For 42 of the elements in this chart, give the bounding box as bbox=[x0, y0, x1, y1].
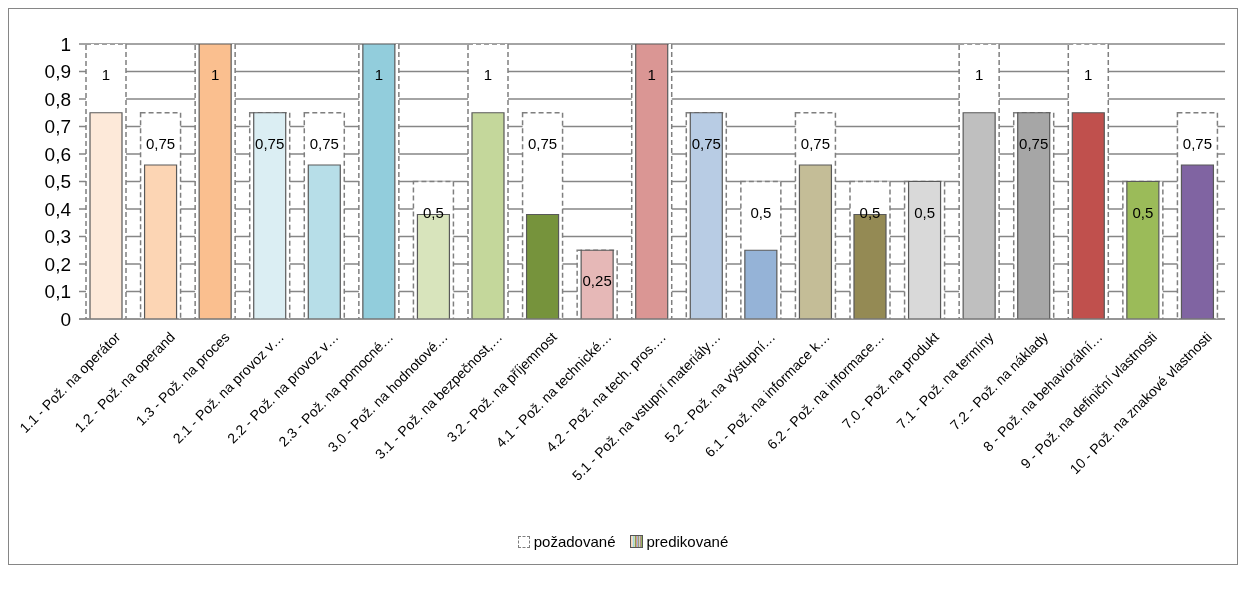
data-label: 1 bbox=[974, 66, 984, 83]
data-label: 0,75 bbox=[255, 134, 285, 152]
data-label: 1 bbox=[210, 66, 220, 83]
y-tick-label: 0,7 bbox=[44, 116, 71, 138]
bar bbox=[1071, 112, 1105, 319]
y-tick-label: 0,2 bbox=[44, 253, 71, 275]
bar bbox=[1180, 164, 1215, 319]
bar bbox=[89, 112, 123, 319]
y-tick-label: 0,3 bbox=[44, 226, 71, 248]
data-label: 0,5 bbox=[750, 203, 772, 221]
bar bbox=[962, 112, 996, 319]
legend-label: požadované bbox=[532, 533, 616, 550]
data-label: 0,75 bbox=[1019, 134, 1049, 152]
bar bbox=[525, 213, 560, 319]
y-tick-label: 0,1 bbox=[44, 281, 71, 303]
data-label: 0,25 bbox=[582, 272, 612, 290]
bar bbox=[143, 164, 178, 319]
y-tick-label: 0,9 bbox=[44, 61, 71, 83]
data-label: 1 bbox=[101, 66, 111, 83]
bar bbox=[307, 164, 341, 319]
data-label: 0,75 bbox=[691, 134, 721, 152]
y-tick-label: 0,4 bbox=[44, 198, 72, 220]
bar bbox=[471, 112, 505, 319]
y-tick-label: 0,6 bbox=[44, 143, 71, 165]
data-label: 0,75 bbox=[145, 134, 176, 152]
data-label: 1 bbox=[647, 66, 656, 83]
bar bbox=[744, 249, 778, 319]
data-label: 1 bbox=[483, 66, 493, 83]
data-label: 0,75 bbox=[1182, 134, 1213, 152]
legend-label: predikované bbox=[645, 533, 729, 550]
y-tick-label: 0,8 bbox=[44, 88, 71, 110]
data-label: 0,75 bbox=[309, 134, 339, 152]
data-label: 0,75 bbox=[800, 134, 831, 152]
y-tick-label: 0,5 bbox=[44, 171, 71, 193]
data-label: 0,5 bbox=[914, 203, 935, 221]
y-tick-label: 1 bbox=[60, 33, 71, 55]
data-label: 0,5 bbox=[1132, 203, 1154, 221]
y-tick-label: 0 bbox=[60, 308, 71, 330]
data-label: 0,75 bbox=[527, 134, 558, 152]
data-label: 1 bbox=[374, 66, 384, 83]
data-label: 1 bbox=[1084, 66, 1093, 83]
bar bbox=[798, 164, 833, 319]
